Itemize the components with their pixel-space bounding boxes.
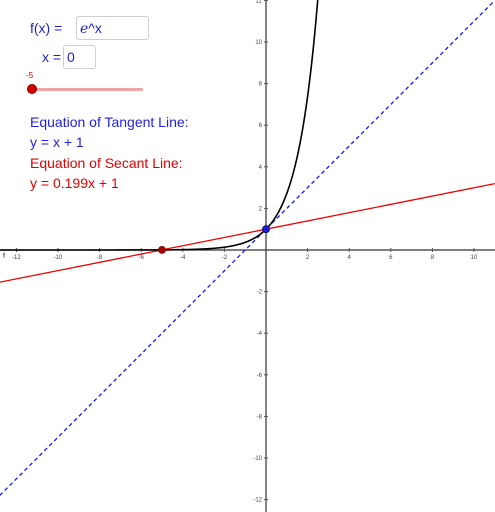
y-tick-label: -8 <box>257 414 263 420</box>
fx-input[interactable]: e^x <box>76 16 149 40</box>
tangent-title: Equation of Tangent Line: <box>30 114 189 130</box>
tangent-point <box>262 225 270 234</box>
slider-track[interactable] <box>31 88 143 91</box>
x-tick-label: -10 <box>54 255 63 261</box>
secant-equation: y = 0.199x + 1 <box>30 175 119 191</box>
x-label: x = <box>42 49 62 65</box>
x-input[interactable]: 0 <box>63 45 96 69</box>
fx-label: f(x) = <box>30 20 63 36</box>
y-tick-label: 12 <box>255 0 262 4</box>
x-tick-label: -2 <box>222 255 228 261</box>
x-tick-label: -8 <box>97 255 103 261</box>
tangent-equation: y = x + 1 <box>30 134 84 150</box>
y-tick-label: -12 <box>253 498 262 504</box>
x-tick-label: -12 <box>12 255 21 261</box>
fx-input-base: e <box>80 21 89 37</box>
x-tick-label: 4 <box>348 255 352 261</box>
secant-title: Equation of Secant Line: <box>30 155 183 171</box>
y-tick-label: 8 <box>259 82 263 88</box>
y-tick-label: 2 <box>259 206 263 212</box>
x-axis-label: f <box>3 253 5 260</box>
y-tick-label: -6 <box>257 373 263 379</box>
y-tick-label: 6 <box>259 123 263 129</box>
slider-handle[interactable] <box>27 84 37 94</box>
y-tick-label: -10 <box>253 456 262 462</box>
x-tick-label: 8 <box>431 255 435 261</box>
x-tick-label: -4 <box>180 255 186 261</box>
y-tick-label: -2 <box>257 290 263 296</box>
tangent-line <box>0 0 495 496</box>
secant-line <box>0 183 495 283</box>
x-tick-label: 10 <box>471 255 478 261</box>
y-tick-label: -4 <box>257 331 263 337</box>
x-tick-label: 6 <box>389 255 393 261</box>
slider-value: -5 <box>26 71 34 80</box>
secant-point <box>158 245 166 254</box>
x-tick-label: -6 <box>139 255 145 261</box>
y-tick-label: 10 <box>255 40 262 46</box>
x-tick-label: 2 <box>306 255 310 261</box>
y-tick-label: 4 <box>259 165 263 171</box>
fx-input-rest: ^x <box>88 20 102 36</box>
